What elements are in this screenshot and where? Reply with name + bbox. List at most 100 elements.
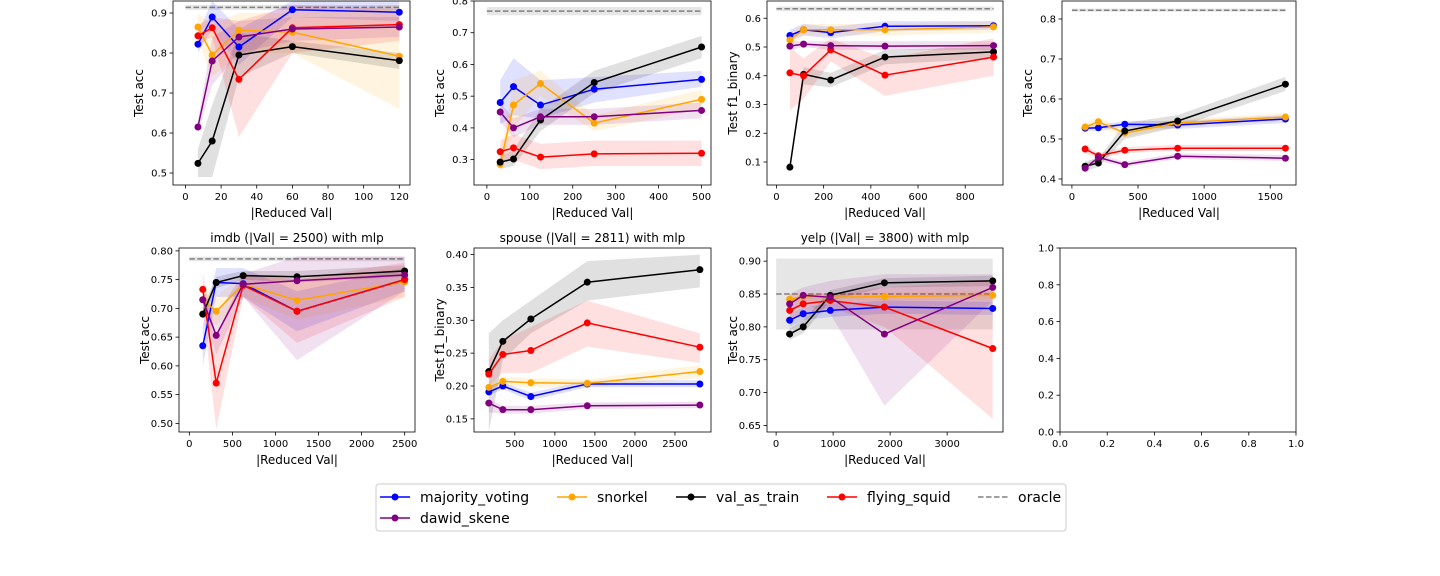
y-tick-label: 0.5 — [745, 43, 761, 54]
y-axis-label: Test acc — [1021, 69, 1035, 118]
legend-label: oracle — [1018, 490, 1061, 506]
val_as_train-point — [799, 323, 807, 331]
dawid_skene-point — [239, 280, 247, 288]
val_as_train-point — [212, 279, 220, 286]
flying_squid-point — [1281, 144, 1289, 152]
legend-label: val_as_train — [716, 490, 799, 506]
dawid_skene-point — [510, 124, 517, 132]
flying_squid-point — [799, 300, 807, 308]
y-tick-label: 0.25 — [446, 349, 468, 360]
majority_voting-point — [510, 83, 517, 91]
snorkel-point — [1094, 118, 1102, 126]
legend-swatch-marker — [687, 493, 695, 501]
val_as_train-band — [197, 33, 400, 177]
y-tick-label: 0.6 — [745, 14, 761, 25]
majority_voting-point — [537, 101, 545, 109]
flying_squid-point — [990, 53, 998, 61]
dawid_skene-point — [786, 300, 794, 308]
x-tick-label: 0.4 — [1146, 439, 1162, 450]
val_as_train-point — [496, 158, 504, 166]
y-tick-label: 0.65 — [739, 421, 761, 432]
snorkel-point — [990, 23, 998, 31]
plot-area — [1071, 8, 1289, 172]
snorkel-point — [527, 379, 535, 387]
legend-swatch-marker — [391, 493, 399, 501]
x-tick-label: 1500 — [306, 439, 331, 450]
flying_squid-point — [208, 24, 216, 32]
majority_voting-point — [826, 306, 834, 314]
majority_voting-point — [208, 13, 216, 21]
x-tick-label: 500 — [692, 192, 711, 203]
x-tick-label: 200 — [814, 192, 833, 203]
y-tick-label: 0.0 — [1038, 428, 1054, 439]
majority_voting-band — [202, 268, 405, 366]
dawid_skene-point — [194, 123, 202, 131]
plot-area — [776, 6, 998, 171]
y-tick-label: 0.55 — [151, 390, 173, 401]
dawid_skene-point — [799, 291, 807, 299]
y-tick-label: 0.7 — [1040, 55, 1056, 66]
flying_squid-point — [590, 150, 598, 158]
majority_voting-point — [527, 393, 535, 401]
dawid_skene-point — [786, 42, 794, 50]
y-tick-label: 0.3 — [452, 155, 468, 166]
x-tick-label: 1000 — [1191, 192, 1216, 203]
y-axis-label: Test acc — [132, 69, 146, 118]
x-tick-label: 0.0 — [1052, 439, 1068, 450]
majority_voting-band — [488, 380, 700, 401]
panel-title: yelp (|Val| = 3800) with mlp — [801, 231, 970, 245]
dawid_skene-point — [881, 42, 889, 50]
y-tick-label: 0.75 — [151, 275, 173, 286]
dawid_skene-point — [1121, 161, 1129, 169]
legend: majority_voting snorkel val_as_train flying… — [375, 483, 1067, 532]
x-axis-label: |Reduced Val| — [844, 206, 926, 220]
snorkel-band — [202, 268, 405, 326]
legend-swatch-marker — [838, 493, 846, 501]
majority_voting-point — [235, 43, 243, 51]
dawid_skene-point — [1081, 164, 1089, 172]
val_as_train-point — [510, 155, 517, 163]
y-tick-label: 0.50 — [151, 419, 173, 430]
x-tick-label: 0 — [484, 192, 490, 203]
x-tick-label: 500 — [1128, 192, 1147, 203]
y-tick-label: 0.60 — [151, 361, 173, 372]
dawid_skene-point — [583, 402, 591, 410]
majority_voting-point — [194, 40, 202, 48]
majority_voting-point — [395, 8, 403, 16]
x-tick-label: 2000 — [349, 439, 374, 450]
y-tick-label: 0.8 — [151, 49, 167, 60]
y-tick-label: 0.8 — [1040, 15, 1056, 26]
legend-label: majority_voting — [420, 490, 529, 506]
y-tick-label: 0.8 — [1038, 280, 1054, 291]
legend-label: dawid_skene — [420, 511, 510, 527]
val_as_train-band — [789, 47, 994, 171]
x-tick-label: 3000 — [934, 439, 959, 450]
x-tick-label: 1000 — [263, 439, 288, 450]
flying_squid-point — [880, 303, 888, 311]
legend-entry-val-as-train: val_as_train — [676, 490, 799, 506]
dawid_skene-point — [1174, 152, 1182, 160]
flying_squid-point — [199, 285, 207, 293]
y-tick-label: 0.35 — [446, 283, 468, 294]
plot-area — [485, 254, 704, 432]
val_as_train-point — [880, 279, 888, 287]
val_as_train-point — [239, 272, 247, 280]
flying_squid-point — [212, 379, 220, 387]
legend-label: snorkel — [597, 490, 648, 506]
chart-panel-2: 0 100 200 300 400 500 0.3 0.4 0.5 0.6 0.7 0.8 |Reduc… — [433, 0, 712, 220]
majority_voting-point — [1121, 120, 1129, 128]
x-tick-label: 2500 — [392, 439, 417, 450]
panel-title: imdb (|Val| = 2500) with mlp — [210, 231, 383, 245]
y-tick-label: 0.70 — [739, 388, 761, 399]
plot-area — [486, 7, 706, 173]
chart-panel-6: 500 1000 1500 2000 2500 0.15 0.20 0.25 0.30 0.35 0… — [433, 231, 712, 467]
dawid_skene-point — [288, 25, 296, 33]
flying_squid-point — [485, 370, 493, 378]
x-tick-label: 2500 — [662, 439, 687, 450]
val_as_train-point — [194, 159, 202, 167]
majority_voting-point — [496, 99, 504, 107]
snorkel-point — [698, 95, 706, 103]
snorkel-band — [789, 291, 993, 304]
flying_squid-point — [499, 350, 507, 358]
legend-entry-dawid-skene: dawid_skene — [380, 511, 510, 527]
